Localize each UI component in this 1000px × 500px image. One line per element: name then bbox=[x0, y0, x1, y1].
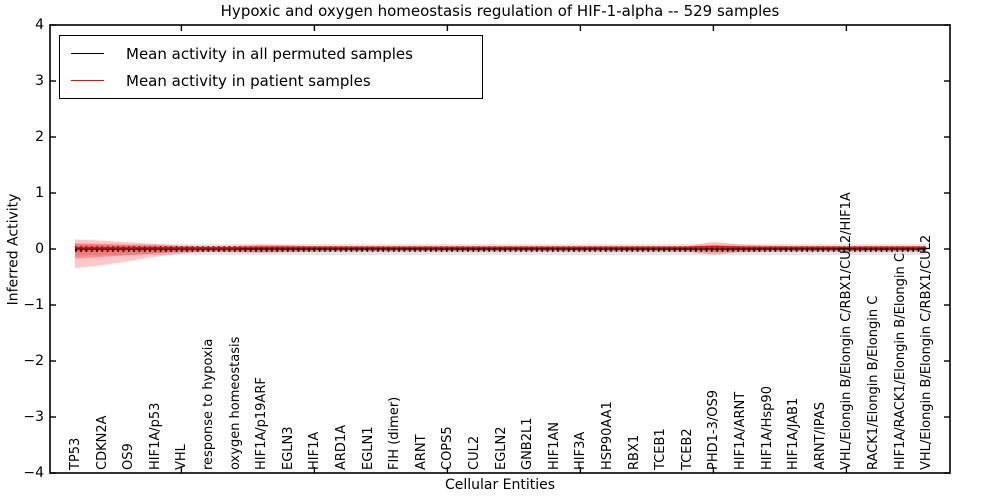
patient-line-sample-icon bbox=[71, 80, 104, 81]
y-tick-label: 1 bbox=[35, 185, 44, 201]
x-category-label: HIF1A/RACK1/Elongin B/Elongin C bbox=[892, 253, 908, 470]
x-category-label: TCEB2 bbox=[679, 428, 695, 470]
x-category-label: HIF1A/ARNT bbox=[733, 391, 748, 470]
x-category-label: HIF1A/p53 bbox=[147, 402, 163, 470]
y-tick-label: −2 bbox=[23, 353, 44, 369]
x-category-label: HSP90AA1 bbox=[600, 401, 615, 470]
x-category-label: HIF1A/JAB1 bbox=[786, 397, 802, 470]
legend: Mean activity in all permuted samples Me… bbox=[59, 35, 483, 99]
x-category-label: ARNT/IPAS bbox=[812, 402, 828, 470]
x-category-label: HIF3A bbox=[573, 431, 589, 470]
x-category-label: RBX1 bbox=[626, 434, 642, 470]
y-tick-label: −3 bbox=[23, 409, 44, 425]
y-tick-label: −1 bbox=[23, 297, 44, 313]
legend-label-permuted: Mean activity in all permuted samples bbox=[126, 44, 413, 63]
x-category-label: GNB2L1 bbox=[520, 417, 536, 470]
x-category-label: VHL/Elongin B/Elongin C/RBX1/CUL2/HIF1A bbox=[839, 192, 855, 470]
x-category-label: response to hypoxia bbox=[201, 338, 216, 470]
y-tick-label: −4 bbox=[23, 465, 44, 481]
x-category-label: ARD1A bbox=[334, 424, 349, 470]
x-category-label: OS9 bbox=[121, 443, 137, 470]
y-tick-label: 4 bbox=[35, 17, 44, 33]
x-category-label: CUL2 bbox=[467, 435, 482, 470]
x-axis-label: Cellular Entities bbox=[444, 477, 556, 493]
legend-label-patient: Mean activity in patient samples bbox=[126, 71, 371, 90]
legend-entry-permuted: Mean activity in all permuted samples bbox=[60, 41, 482, 67]
x-category-label: VHL/Elongin B/Elongin C/RBX1/CUL2 bbox=[919, 234, 935, 470]
x-category-label: RACK1/Elongin B/Elongin C bbox=[866, 295, 881, 470]
x-category-label: EGLN2 bbox=[493, 426, 509, 470]
y-tick-label: 0 bbox=[35, 241, 44, 257]
x-category-label: HIF1A/p19ARF bbox=[254, 377, 270, 470]
x-category-label: TP53 bbox=[68, 437, 83, 470]
x-category-label: EGLN3 bbox=[280, 426, 296, 470]
x-category-label: HIF1AN bbox=[546, 422, 562, 470]
x-category-label: ARNT bbox=[413, 434, 429, 470]
chart-title: Hypoxic and oxygen homeostasis regulatio… bbox=[220, 2, 780, 20]
x-category-label: PHD1-3/OS9 bbox=[706, 390, 722, 470]
x-category-label: EGLN1 bbox=[360, 426, 376, 470]
x-category-label: COPS5 bbox=[440, 426, 456, 470]
x-category-label: VHL bbox=[174, 444, 190, 470]
x-category-label: HIF1A/Hsp90 bbox=[759, 386, 775, 470]
legend-entry-patient: Mean activity in patient samples bbox=[60, 68, 482, 94]
y-tick-label: 2 bbox=[35, 129, 44, 145]
permuted-line-sample-icon bbox=[71, 53, 104, 54]
x-category-label: oxygen homeostasis bbox=[227, 336, 243, 470]
x-category-label: HIF1A bbox=[307, 431, 323, 470]
y-tick-label: 3 bbox=[35, 73, 44, 89]
x-category-label: FIH (dimer) bbox=[387, 396, 403, 470]
x-category-label: TCEB1 bbox=[653, 428, 669, 470]
x-category-label: CDKN2A bbox=[94, 415, 110, 470]
